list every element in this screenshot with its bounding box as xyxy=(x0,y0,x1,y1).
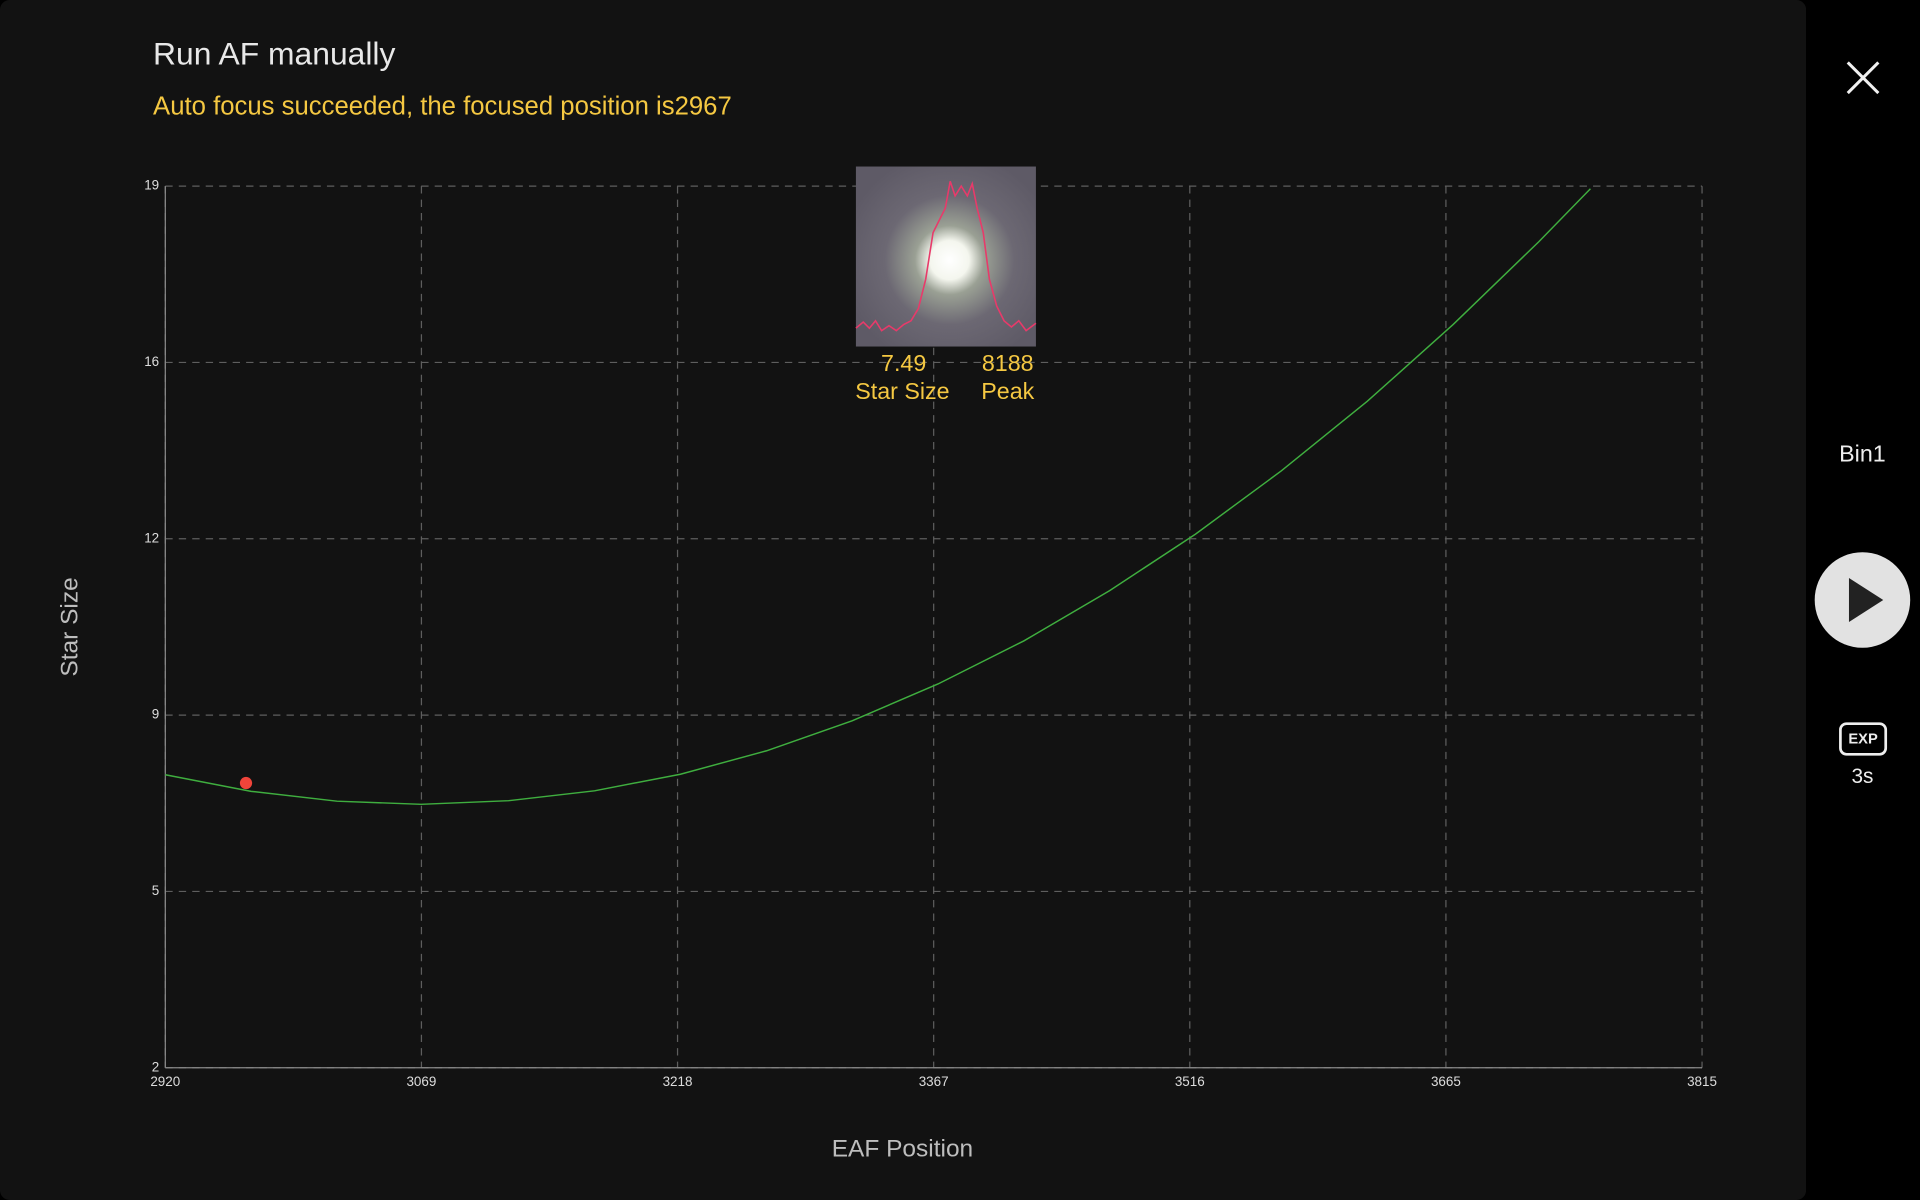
star-image xyxy=(855,166,1036,347)
close-icon xyxy=(1846,61,1880,95)
y-tick-label: 5 xyxy=(152,883,159,898)
y-tick-label: 2 xyxy=(152,1059,159,1074)
star-thumbnail: 7.49 Star Size 8188 Peak xyxy=(855,166,1037,404)
x-tick-label: 3665 xyxy=(1431,1074,1461,1089)
exposure-setting[interactable]: EXP 3s xyxy=(1839,722,1888,788)
y-tick-label: 16 xyxy=(144,354,159,369)
star-profile xyxy=(855,180,1037,332)
y-tick-label: 12 xyxy=(144,530,159,545)
x-tick-label: 3218 xyxy=(663,1074,693,1089)
peak-label: Peak xyxy=(981,378,1034,404)
status-message: Auto focus succeeded, the focused positi… xyxy=(153,93,732,121)
x-tick-label: 2920 xyxy=(150,1074,180,1089)
play-icon xyxy=(1848,577,1884,623)
close-button[interactable] xyxy=(1837,51,1888,102)
x-axis-label: EAF Position xyxy=(832,1135,973,1162)
fit-curve xyxy=(165,188,1591,806)
y-axis-label: Star Size xyxy=(56,577,83,676)
bin-setting[interactable]: Bin1 xyxy=(1839,441,1886,467)
star-size-label: Star Size xyxy=(855,378,949,404)
dialog-title: Run AF manually xyxy=(153,36,395,72)
x-tick-label: 3069 xyxy=(406,1074,436,1089)
plot: 2 5 9 12 16 19 2920 3069 3218 3367 3516 3665 3815 xyxy=(144,178,1717,1089)
exposure-value: 3s xyxy=(1851,765,1873,788)
peak-value: 8188 xyxy=(982,350,1034,376)
y-tick-label: 19 xyxy=(144,178,159,193)
dialog-panel xyxy=(0,0,1807,1200)
data-point xyxy=(239,776,253,790)
play-button[interactable] xyxy=(1814,552,1911,648)
exp-icon-text: EXP xyxy=(1848,731,1878,747)
x-tick-label: 3815 xyxy=(1687,1074,1717,1089)
y-tick-label: 9 xyxy=(152,707,159,722)
exp-icon-frame xyxy=(1839,722,1888,756)
x-tick-label: 3367 xyxy=(919,1074,949,1089)
x-tick-label: 3516 xyxy=(1175,1074,1205,1089)
star-size-value: 7.49 xyxy=(881,350,926,376)
